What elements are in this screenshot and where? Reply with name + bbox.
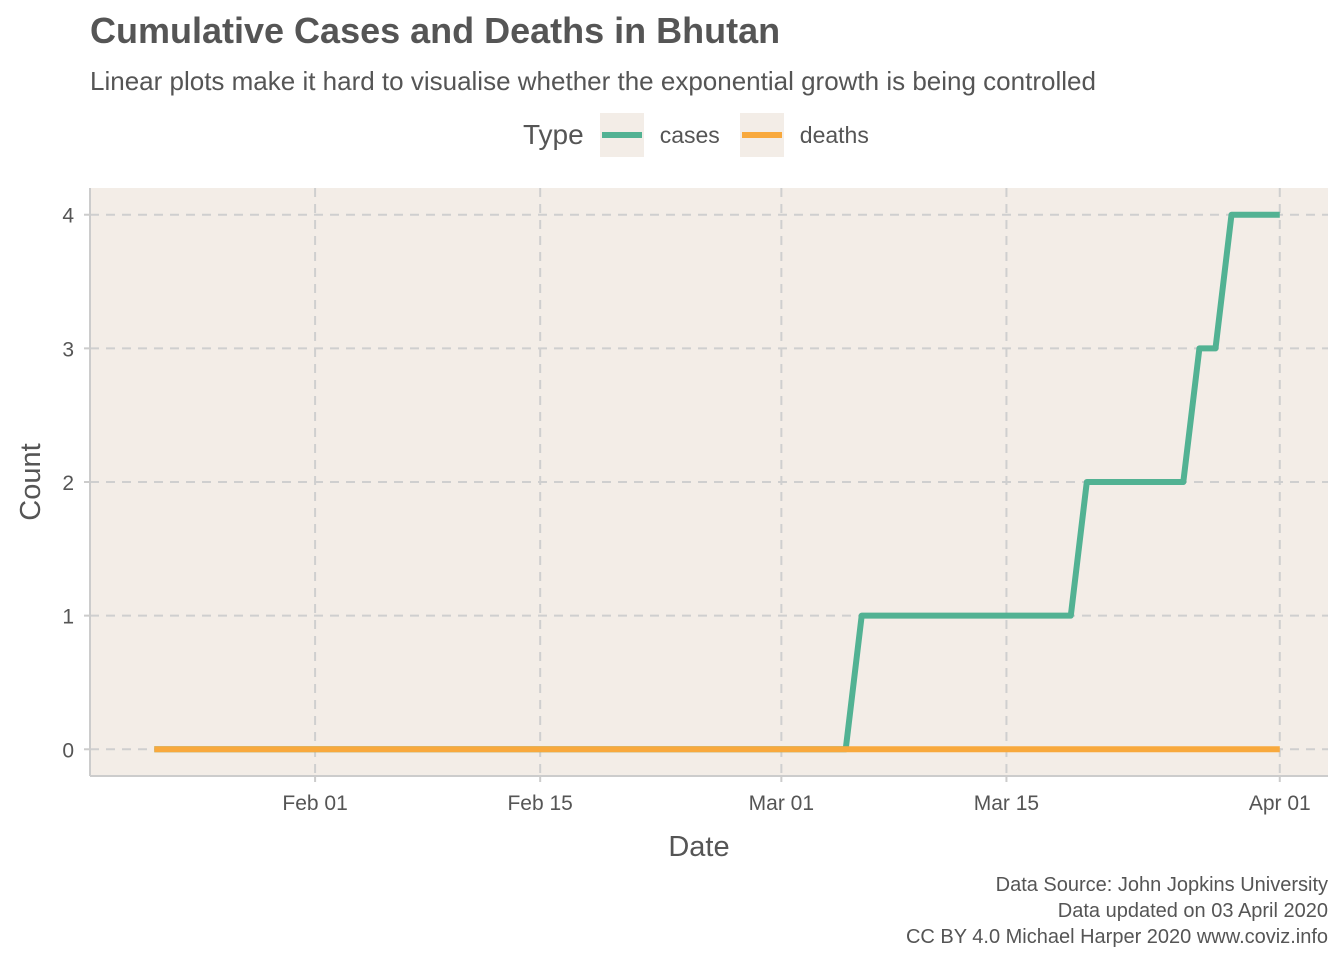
caption-source: Data Source: John Jopkins University xyxy=(995,874,1328,896)
y-tick-label: 3 xyxy=(62,338,74,361)
chart-title: Cumulative Cases and Deaths in Bhutan xyxy=(90,10,781,51)
legend-swatch-cases xyxy=(601,132,642,138)
legend-title: Type xyxy=(523,119,584,150)
x-axis-title: Date xyxy=(668,831,729,863)
x-tick-label: Feb 01 xyxy=(282,792,347,815)
legend-swatch-deaths xyxy=(741,132,782,138)
legend: Type cases deaths xyxy=(523,112,889,158)
caption-license: CC BY 4.0 Michael Harper 2020 www.coviz.… xyxy=(905,926,1328,948)
x-tick-label: Mar 15 xyxy=(974,792,1039,815)
chart-subtitle: Linear plots make it hard to visualise w… xyxy=(90,66,1096,96)
y-axis-title: Count xyxy=(15,443,47,520)
x-tick-label: Feb 15 xyxy=(507,792,572,815)
legend-label-cases: cases xyxy=(659,121,720,148)
legend-label-deaths: deaths xyxy=(799,121,869,148)
y-tick-label: 1 xyxy=(62,606,74,629)
caption: Data Source: John Jopkins University Dat… xyxy=(906,872,1328,950)
x-tick-label: Mar 01 xyxy=(749,792,814,815)
legend-key-deaths xyxy=(739,113,784,157)
y-tick-label: 2 xyxy=(62,472,74,495)
caption-updated: Data updated on 03 April 2020 xyxy=(1057,900,1328,922)
y-tick-label: 4 xyxy=(62,205,74,228)
series-line-cases xyxy=(154,211,1280,753)
y-tick-label: 0 xyxy=(62,739,74,762)
x-tick-label: Apr 01 xyxy=(1249,792,1311,815)
legend-key-cases xyxy=(599,113,644,157)
